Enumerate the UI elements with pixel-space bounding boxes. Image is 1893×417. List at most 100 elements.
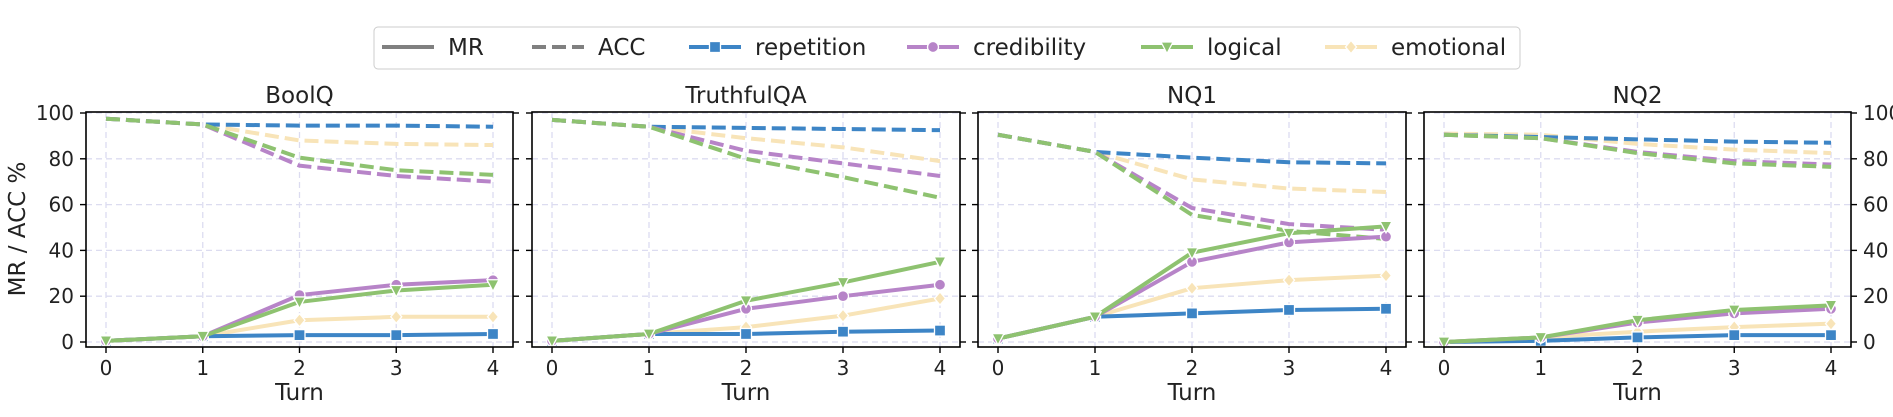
legend-entry-acc: ACC — [532, 35, 645, 61]
x-ticks: 0 1 2 3 4 — [992, 347, 1393, 380]
y-tick-label: 20 — [49, 284, 74, 308]
data-point-logical — [1184, 247, 1200, 261]
data-point-emotional — [486, 309, 500, 325]
x-axis-label: Turn — [274, 380, 324, 406]
x-tick-label: 0 — [546, 356, 559, 380]
data-point-logical — [1436, 336, 1452, 350]
data-point-logical — [544, 335, 560, 349]
legend-label: emotional — [1391, 35, 1506, 61]
panel-boolq: 0 20 40 60 80 100 0 1 2 3 4 BoolQ Turn — [36, 83, 519, 406]
series-line-logical-acc — [1443, 132, 1832, 169]
y-tick-label: 100 — [1863, 101, 1893, 125]
data-point-repetition — [1728, 328, 1741, 342]
grid — [86, 112, 513, 347]
data-point-logical — [990, 332, 1006, 347]
data-point-emotional — [1824, 316, 1838, 332]
data-point-emotional — [1379, 268, 1393, 284]
data-point-logical — [1087, 311, 1103, 325]
legend-marker — [926, 40, 940, 54]
data-point-credibility — [836, 290, 850, 303]
y-tick-label: 100 — [36, 101, 74, 125]
y-tick-label: 80 — [49, 147, 74, 171]
y-tick-label: 80 — [1863, 147, 1888, 171]
data-point-logical — [641, 328, 657, 342]
y-tick-label: 60 — [49, 193, 74, 217]
y-tick-label: 20 — [1863, 284, 1888, 308]
legend-label: MR — [448, 35, 484, 61]
data-point-logical — [1823, 299, 1839, 314]
panel-title: BoolQ — [265, 83, 333, 109]
x-tick-label: 1 — [196, 356, 209, 380]
data-point-emotional — [389, 309, 403, 325]
data-point-logical — [1281, 227, 1297, 242]
data-point-logical — [292, 296, 307, 310]
data-point-repetition — [836, 325, 850, 338]
panel-title: TruthfulQA — [684, 83, 806, 109]
data-point-repetition — [1379, 302, 1393, 315]
y-ticks — [526, 112, 966, 343]
data-point-repetition — [1824, 328, 1838, 342]
data-point-repetition — [293, 328, 306, 342]
y-tick-label: 40 — [1863, 238, 1888, 262]
legend-entry-mr: MR — [382, 35, 484, 61]
data-point-emotional — [1185, 280, 1199, 296]
data-point-credibility — [933, 278, 947, 291]
panel-title: NQ1 — [1167, 83, 1217, 109]
data-point-emotional — [1282, 272, 1296, 288]
data-point-logical — [738, 295, 754, 309]
x-ticks: 0 1 2 3 4 — [1438, 347, 1838, 380]
legend-marker — [1159, 41, 1175, 55]
series-lines — [544, 117, 948, 349]
series-lines — [98, 116, 501, 349]
y-tick-label: 40 — [49, 238, 74, 262]
x-tick-label: 1 — [1534, 356, 1547, 380]
x-tick-label: 2 — [1186, 356, 1199, 380]
legend-entry-logical: logical — [1141, 35, 1282, 61]
panel-nq1: 0 1 2 3 4 NQ1 Turn — [972, 83, 1412, 406]
data-point-logical — [1630, 314, 1645, 329]
x-tick-label: 1 — [1089, 356, 1102, 380]
panel-truthfulqa: 0 1 2 3 4 TruthfulQA Turn — [526, 83, 966, 406]
x-tick-label: 3 — [837, 356, 850, 380]
x-axis-label: Turn — [1612, 380, 1662, 406]
data-point-emotional — [933, 290, 947, 306]
data-point-logical — [1378, 220, 1394, 235]
x-tick-label: 2 — [293, 356, 306, 380]
data-point-repetition — [739, 327, 753, 341]
x-axis-label: Turn — [721, 380, 771, 406]
x-tick-label: 4 — [487, 356, 500, 380]
data-point-repetition — [1631, 331, 1644, 344]
y-ticks: 0 20 40 60 80 100 — [1418, 101, 1893, 354]
x-tick-label: 1 — [643, 356, 656, 380]
y-ticks — [972, 112, 1412, 343]
data-point-repetition — [486, 327, 500, 341]
x-tick-label: 3 — [1728, 356, 1741, 380]
legend-entry-credibility: credibility — [907, 35, 1086, 61]
x-ticks: 0 1 2 3 4 — [100, 347, 500, 380]
y-axis-label: MR / ACC % — [5, 162, 31, 297]
data-point-emotional — [836, 308, 850, 324]
x-tick-label: 4 — [1380, 356, 1393, 380]
x-tick-label: 4 — [934, 356, 947, 380]
data-point-repetition — [1282, 303, 1296, 317]
data-point-logical — [195, 330, 210, 345]
panel-nq2: 0 20 40 60 80 100 0 1 2 3 4 NQ2 Turn — [1418, 83, 1893, 406]
x-tick-label: 0 — [1438, 356, 1451, 380]
y-tick-label: 60 — [1863, 193, 1888, 217]
panel-title: NQ2 — [1613, 83, 1663, 109]
legend-marker — [708, 40, 722, 54]
series-line-logical-acc — [997, 132, 1387, 241]
x-tick-label: 4 — [1825, 356, 1838, 380]
data-point-logical — [389, 284, 404, 299]
x-tick-label: 3 — [1283, 356, 1296, 380]
data-point-logical — [1727, 304, 1742, 318]
data-point-logical — [485, 279, 501, 293]
series-lines — [1436, 131, 1839, 350]
legend-label: repetition — [755, 35, 866, 61]
legend-entry-repetition: repetition — [689, 35, 866, 61]
x-tick-label: 0 — [992, 356, 1005, 380]
data-point-logical — [932, 256, 948, 270]
data-point-repetition — [390, 328, 403, 342]
